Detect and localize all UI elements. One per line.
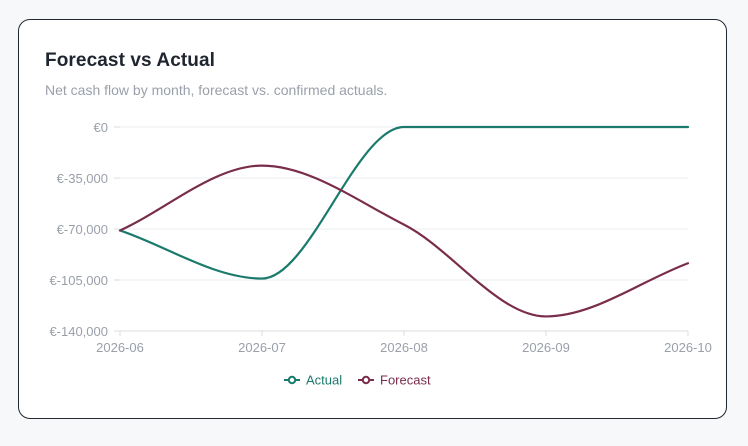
chart-card: Forecast vs Actual Net cash flow by mont… (18, 19, 727, 419)
legend-label: Forecast (380, 373, 431, 388)
legend-item-actual[interactable]: Actual (284, 373, 342, 388)
y-tick-label: €-35,000 (57, 171, 108, 186)
y-axis-ticks: €0 €-35,000 €-70,000 €-105,000 €-140,000 (49, 120, 120, 339)
x-tick-label: 2026-10 (664, 340, 712, 355)
x-tick-label: 2026-07 (238, 340, 286, 355)
x-tick-label: 2026-09 (522, 340, 570, 355)
legend-item-forecast[interactable]: Forecast (358, 373, 431, 388)
chart-title: Forecast vs Actual (45, 50, 216, 71)
x-tick-label: 2026-06 (96, 340, 144, 355)
series-lines (118, 125, 690, 318)
chart-subtitle: Net cash flow by month, forecast vs. con… (45, 82, 388, 98)
legend-swatch-marker (361, 375, 371, 385)
x-axis-ticks: 2026-06 2026-07 2026-08 2026-09 2026-10 (96, 331, 712, 355)
y-tick-label: €-105,000 (49, 273, 108, 288)
series-line-forecast (118, 164, 690, 318)
y-tick-label: €-140,000 (49, 324, 108, 339)
legend[interactable]: Actual Forecast (284, 373, 431, 388)
y-tick-label: €0 (94, 120, 108, 135)
legend-swatch-marker (287, 375, 297, 385)
series-line-actual (118, 125, 690, 280)
x-tick-label: 2026-08 (380, 340, 428, 355)
legend-label: Actual (306, 373, 342, 388)
grid-lines (120, 126, 688, 332)
y-tick-label: €-70,000 (57, 222, 108, 237)
